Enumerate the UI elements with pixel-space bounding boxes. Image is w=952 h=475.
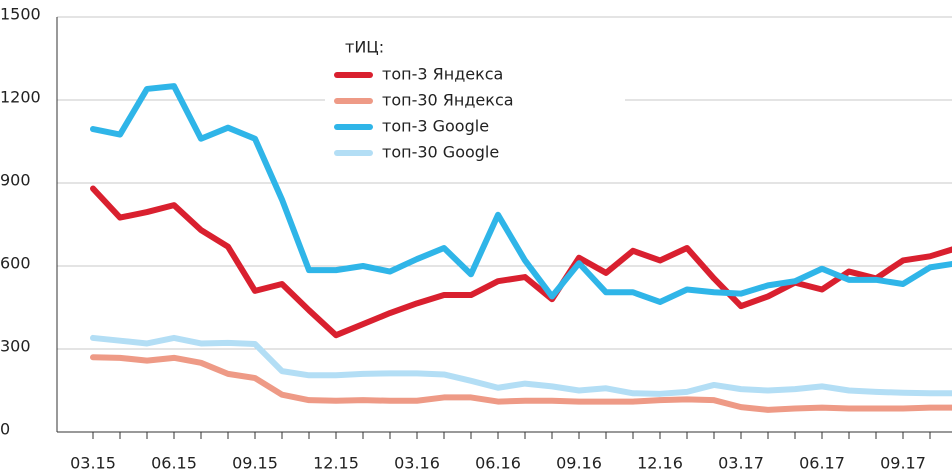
y-tick-label: 900: [0, 171, 31, 190]
series-line: [90, 354, 952, 413]
y-tick-label: 300: [0, 337, 31, 356]
y-tick-label: 1200: [0, 88, 41, 107]
grid: [57, 16, 952, 350]
legend-label: топ-3 Яндекса: [382, 65, 503, 84]
x-tick-label: 03.17: [718, 454, 764, 473]
legend-label: топ-30 Google: [382, 143, 499, 162]
x-tick-label: 12.15: [313, 454, 359, 473]
y-tick-label: 1500: [0, 5, 41, 24]
x-tick-label: 09.17: [880, 454, 926, 473]
y-tick-label: 0: [0, 420, 10, 439]
x-tick-label: 12.16: [637, 454, 683, 473]
y-tick-label: 600: [0, 254, 31, 273]
axes: 0 300 600 900 1200 1500 03.15 06.15 09.15 12.15 03…: [0, 5, 952, 473]
legend-title: тИЦ:: [345, 38, 384, 57]
series-line: [90, 185, 952, 339]
legend: тИЦ: топ-3 Яндекса топ-30 Яндекса топ-3 Goo…: [325, 30, 625, 168]
series-line: [90, 334, 952, 397]
x-tick-label: 03.16: [394, 454, 440, 473]
x-tick-label: 09.16: [556, 454, 602, 473]
legend-label: топ-30 Яндекса: [382, 91, 514, 110]
x-tick-label: 09.15: [232, 454, 278, 473]
x-tick-label: 06.15: [151, 454, 197, 473]
x-tick-label: 06.17: [799, 454, 845, 473]
x-tick-label: 06.16: [475, 454, 521, 473]
legend-box: [325, 30, 625, 168]
legend-label: топ-3 Google: [382, 117, 489, 136]
lines: [90, 83, 952, 413]
series-line: [90, 83, 952, 305]
x-tick-label: 03.15: [70, 454, 116, 473]
